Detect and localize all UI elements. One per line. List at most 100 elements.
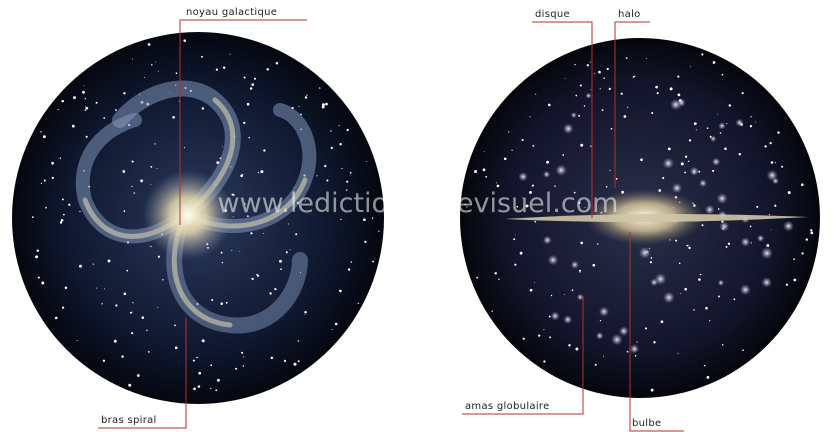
star [220, 302, 223, 305]
star [157, 307, 158, 308]
star [494, 272, 496, 274]
star [193, 360, 195, 362]
star [707, 376, 710, 379]
star [579, 272, 580, 273]
star [131, 186, 132, 187]
globular-cluster [712, 158, 720, 166]
globular-cluster [630, 344, 640, 354]
star [155, 61, 156, 62]
star [82, 91, 85, 94]
star [121, 355, 123, 357]
star [32, 216, 34, 218]
globular-cluster [663, 158, 674, 169]
globular-cluster [639, 247, 651, 259]
star [260, 170, 263, 173]
globular-cluster [767, 170, 778, 181]
star [35, 255, 38, 258]
star [551, 295, 552, 296]
star [590, 146, 591, 147]
star [634, 76, 635, 77]
star [172, 116, 175, 119]
star [339, 143, 341, 145]
star [235, 368, 237, 370]
star [210, 388, 211, 389]
star [346, 181, 348, 183]
star [341, 168, 342, 169]
star [712, 170, 714, 172]
star [104, 288, 105, 289]
star [279, 260, 282, 263]
star [655, 86, 658, 89]
star [256, 274, 258, 276]
star [280, 268, 282, 270]
star [85, 106, 86, 107]
globular-cluster [699, 179, 707, 187]
star [534, 221, 536, 223]
star [132, 161, 134, 163]
star [750, 125, 752, 127]
globular-cluster [619, 326, 629, 336]
globular-cluster [571, 112, 577, 118]
star [154, 143, 155, 144]
star [684, 172, 686, 174]
star [211, 299, 213, 301]
star [633, 76, 635, 78]
star [316, 175, 317, 176]
star [131, 332, 133, 334]
star [52, 177, 54, 179]
globular-cluster [563, 123, 574, 134]
star [101, 303, 102, 304]
star [595, 364, 597, 366]
star [575, 348, 578, 351]
star [574, 64, 575, 65]
globular-cluster [672, 183, 682, 193]
label: bras spiral [101, 415, 157, 426]
star [511, 150, 512, 151]
star [364, 241, 366, 243]
star [251, 83, 254, 86]
globular-cluster [518, 172, 528, 182]
star [231, 250, 232, 251]
star [678, 353, 679, 354]
star [216, 69, 218, 71]
globular-cluster [563, 315, 572, 324]
star [529, 116, 530, 117]
star [580, 242, 583, 245]
star [750, 116, 751, 117]
star [298, 106, 299, 107]
star [764, 145, 766, 147]
star [788, 191, 791, 194]
star [210, 364, 212, 366]
globular-cluster [655, 273, 667, 285]
star [142, 316, 145, 319]
star [492, 311, 493, 312]
star [137, 374, 140, 377]
star [689, 139, 691, 141]
star [202, 339, 205, 342]
star [174, 325, 176, 327]
star [678, 94, 681, 97]
star [701, 53, 703, 55]
star [568, 344, 570, 346]
star [132, 311, 133, 312]
star [530, 289, 533, 292]
star [771, 230, 772, 231]
star [726, 246, 728, 248]
star [243, 356, 244, 357]
star [151, 166, 153, 168]
star [68, 204, 70, 206]
star [594, 73, 595, 74]
star [476, 277, 478, 279]
star [543, 329, 544, 330]
star [258, 172, 259, 173]
star [514, 264, 516, 266]
star [326, 179, 328, 181]
star [294, 363, 297, 366]
star [276, 62, 279, 64]
star [274, 288, 276, 290]
star [777, 131, 779, 133]
star [73, 96, 76, 99]
star [483, 168, 486, 171]
star [515, 234, 516, 235]
star [133, 192, 135, 194]
